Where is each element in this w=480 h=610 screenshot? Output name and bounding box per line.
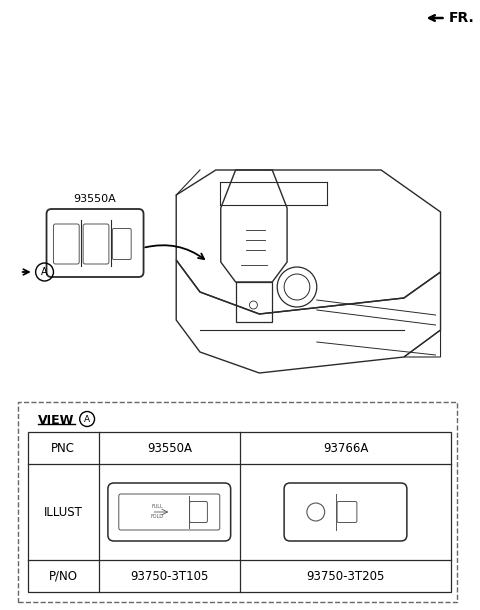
Text: A: A [84, 415, 90, 423]
Text: ILLUST: ILLUST [44, 506, 83, 518]
Text: 93750-3T105: 93750-3T105 [130, 570, 208, 583]
Text: 93766A: 93766A [323, 442, 368, 454]
Text: FULL: FULL [152, 504, 163, 509]
Text: 93750-3T205: 93750-3T205 [306, 570, 384, 583]
Text: P/NO: P/NO [49, 570, 78, 583]
Bar [18, 402, 457, 602]
Text: A: A [41, 267, 48, 277]
Text: VIEW: VIEW [37, 414, 74, 427]
Text: 93550A: 93550A [147, 442, 192, 454]
Bar [28, 432, 451, 592]
Text: FR.: FR. [448, 11, 474, 25]
Text: FOLD: FOLD [151, 514, 164, 520]
Text: 93550A: 93550A [73, 194, 117, 204]
Text: PNC: PNC [51, 442, 75, 454]
